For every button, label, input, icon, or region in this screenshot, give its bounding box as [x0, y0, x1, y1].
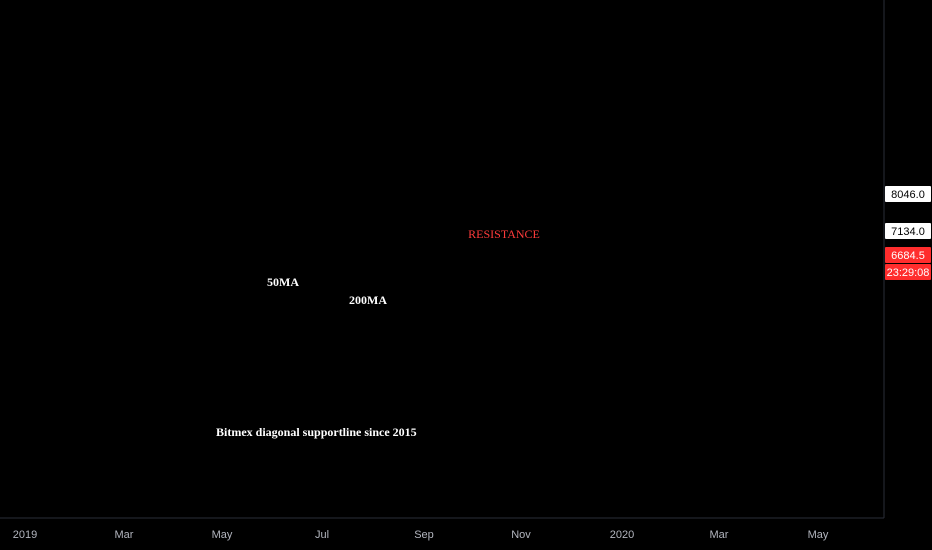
x-axis: 2019 Mar May Jul Sep Nov 2020 Mar May	[0, 517, 884, 541]
ma50-label: 50MA	[267, 275, 299, 289]
x-tick-0: 2019	[13, 529, 37, 541]
x-tick-1: Mar	[115, 529, 134, 541]
highest-volume-label-2: VOLUME	[851, 170, 896, 181]
x-tick-3: Jul	[315, 529, 329, 541]
x-tick-4: Sep	[414, 529, 434, 541]
price-tag-bg-0	[885, 186, 931, 202]
annotations: RESISTANCE 50MA 200MA Bitmex diagonal su…	[216, 150, 896, 439]
x-tick-6: 2020	[610, 529, 634, 541]
price-tag-2: 6684.5	[891, 250, 925, 262]
price-tag-bg-3	[885, 264, 931, 280]
ma200-label: 200MA	[349, 293, 387, 307]
price-tags: 8046.0 7134.0 6684.5 23:29:08	[885, 186, 931, 280]
x-tick-2: May	[212, 529, 233, 541]
resistance-label: RESISTANCE	[468, 227, 540, 241]
price-tag-bg-1	[885, 223, 931, 239]
x-tick-5: Nov	[511, 529, 531, 541]
y-axis: 14000.012000.010000.09000.07850.05650.05…	[883, 0, 885, 518]
highest-volume-label-1: HIGHEST	[850, 150, 896, 161]
price-tag-3: 23:29:08	[887, 267, 930, 279]
price-tag-0: 8046.0	[891, 189, 925, 201]
x-tick-8: May	[808, 529, 829, 541]
support-line-label: Bitmex diagonal supportline since 2015	[216, 425, 417, 439]
price-tag-1: 7134.0	[891, 226, 925, 238]
price-tag-bg-2	[885, 247, 931, 263]
x-tick-7: Mar	[710, 529, 729, 541]
